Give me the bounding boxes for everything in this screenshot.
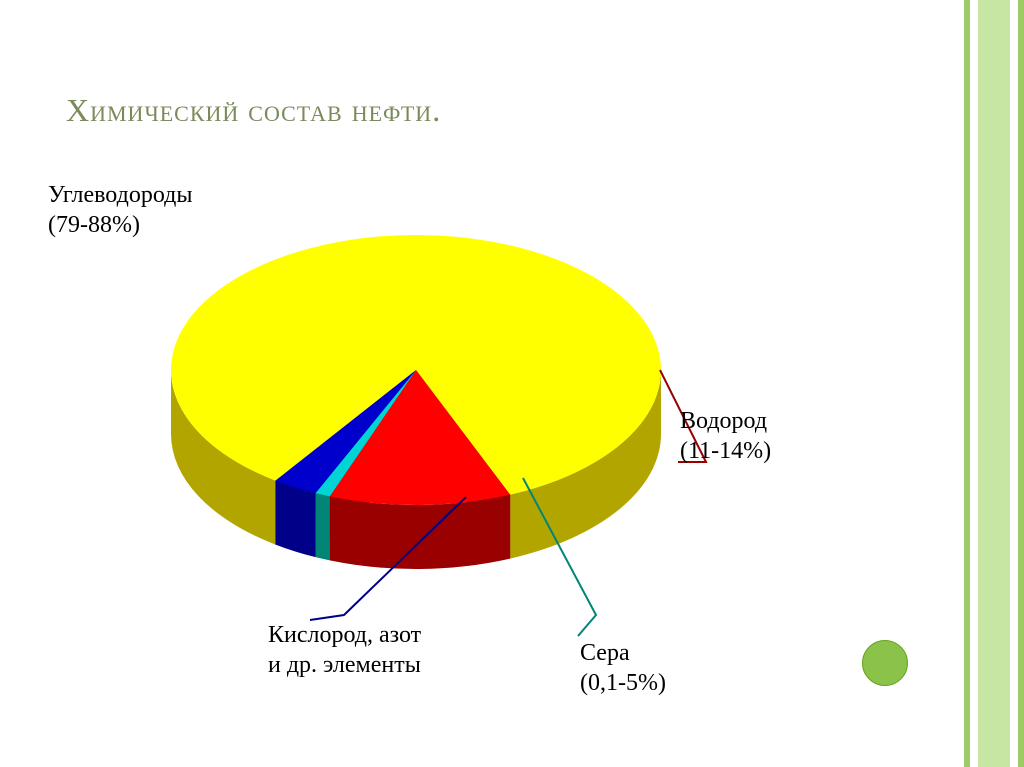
label-sulfur: Сера(0,1-5%) [580, 638, 666, 698]
label-hydrocarbons: Углеводороды(79-88%) [48, 180, 192, 240]
accent-dot [862, 640, 908, 686]
pie-tops [171, 235, 661, 505]
slide: Химический состав нефти. Углеводороды(79… [0, 0, 1024, 767]
label-oxygen: Кислород, азоти др. элементы [268, 620, 421, 680]
slide-title: Химический состав нефти. [66, 92, 441, 129]
stripe-outer-left [964, 0, 970, 767]
stripe-outer-right [1018, 0, 1024, 767]
stripe-inner [978, 0, 1010, 767]
label-hydrogen: Водород(11-14%) [680, 406, 771, 466]
